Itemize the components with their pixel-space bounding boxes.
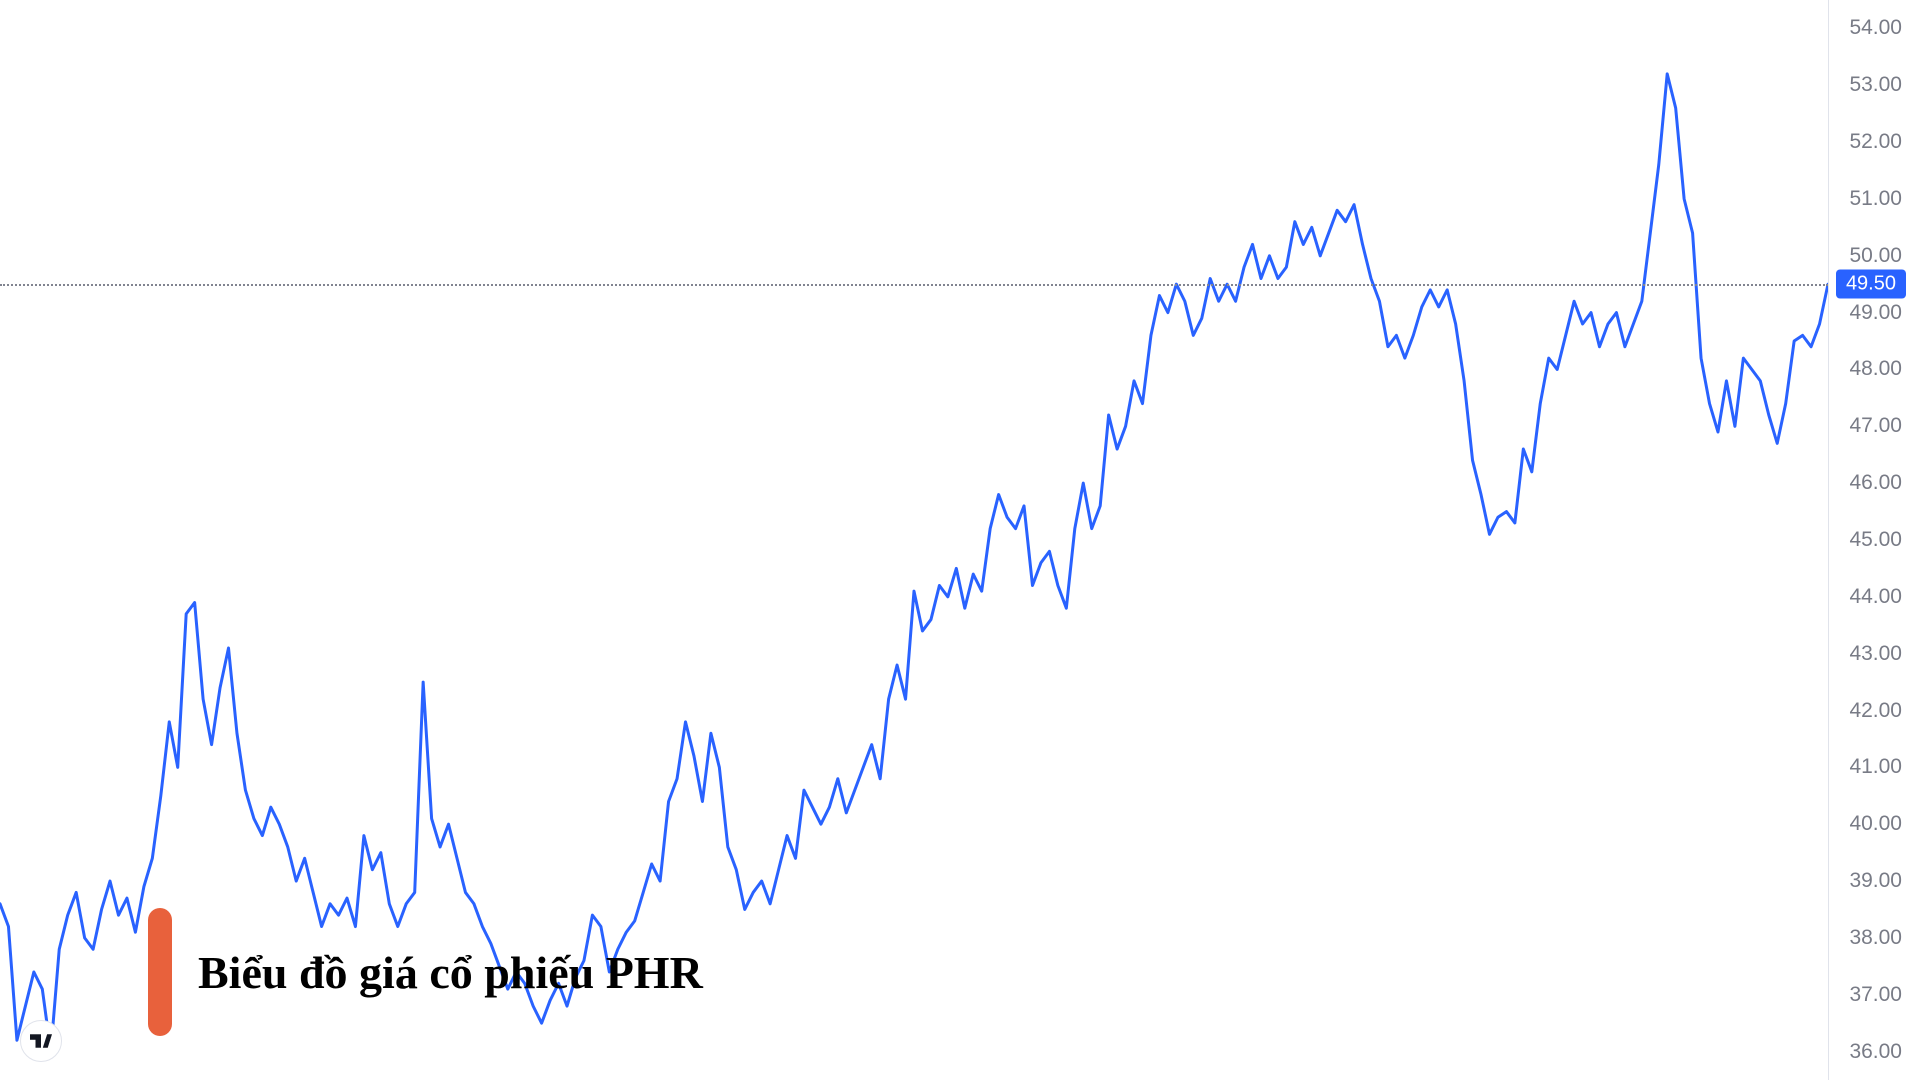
- y-tick-label: 52.00: [1849, 130, 1902, 154]
- y-tick-label: 39.00: [1849, 869, 1902, 893]
- y-tick-label: 51.00: [1849, 187, 1902, 211]
- y-tick-label: 43.00: [1849, 642, 1902, 666]
- stock-price-chart: 36.00 37.00 38.00 39.00 40.00 41.00 42.00 43.00…: [0, 0, 1920, 1080]
- y-tick-label: 53.00: [1849, 73, 1902, 97]
- y-axis: 36.00 37.00 38.00 39.00 40.00 41.00 42.00 43.00…: [1828, 0, 1920, 1080]
- y-tick-label: 45.00: [1849, 528, 1902, 552]
- y-tick-label: 47.00: [1849, 414, 1902, 438]
- y-tick-label: 46.00: [1849, 471, 1902, 495]
- caption-accent-pill: [148, 908, 172, 1036]
- y-tick-label: 41.00: [1849, 755, 1902, 779]
- y-tick-label: 50.00: [1849, 244, 1902, 268]
- y-tick-label: 40.00: [1849, 812, 1902, 836]
- y-tick-label: 42.00: [1849, 699, 1902, 723]
- y-tick-label: 36.00: [1849, 1040, 1902, 1064]
- current-price-dotted-line: [0, 284, 1828, 286]
- y-axis-line: [1828, 0, 1829, 1080]
- y-tick-label: 48.00: [1849, 357, 1902, 381]
- chart-caption: Biểu đồ giá cổ phiếu PHR: [148, 908, 703, 1036]
- tradingview-logo-icon[interactable]: [20, 1020, 62, 1062]
- y-tick-label: 54.00: [1849, 16, 1902, 40]
- current-price-label: 49.50: [1836, 270, 1906, 299]
- y-tick-label: 44.00: [1849, 585, 1902, 609]
- y-tick-label: 37.00: [1849, 983, 1902, 1007]
- caption-text: Biểu đồ giá cổ phiếu PHR: [198, 946, 703, 999]
- y-tick-label: 38.00: [1849, 926, 1902, 950]
- y-tick-label: 49.00: [1849, 301, 1902, 325]
- tradingview-glyph-icon: [30, 1034, 52, 1048]
- current-price-value: 49.50: [1846, 273, 1896, 295]
